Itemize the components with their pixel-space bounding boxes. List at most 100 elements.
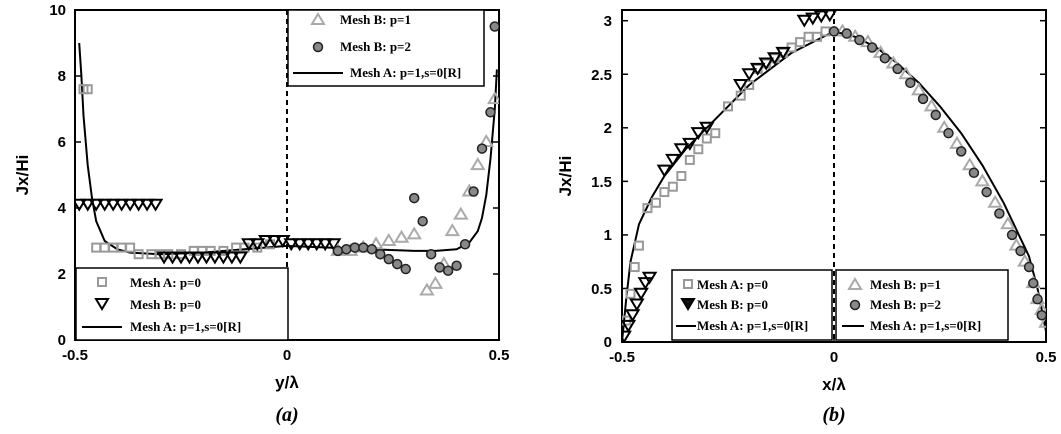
data-point-circle [358,242,369,253]
data-point-triangle-down [317,238,333,252]
data-point-triangle-down [641,271,658,285]
data-point-triangle-up [949,135,965,149]
legend-label: Mesh A: p=1,s=0[R] [870,318,981,333]
data-point-square [684,154,695,165]
series-markers-b [622,10,1046,342]
data-point-square [812,31,823,42]
data-point-circle [476,143,488,154]
data-point-triangle-up [911,82,927,96]
data-point-triangle-up [427,275,444,289]
data-point-circle [955,146,967,157]
data-point-triangle-down [232,251,249,265]
data-point-square [633,240,644,251]
data-point-circle [400,263,411,275]
data-point-triangle-down [198,251,215,265]
legend-marker-circle [849,299,861,311]
data-point-square [629,262,640,273]
data-point-circle [994,208,1005,219]
data-point-triangle-down [258,235,274,248]
data-point-triangle-down [283,238,300,252]
data-point-triangle-down [147,198,164,212]
caption-b: (b) [822,404,845,426]
data-point-triangle-down [633,287,649,301]
data-point-triangle-down [190,251,206,265]
data-point-triangle-down [796,14,813,28]
y-tick-a-5: 10 [49,2,66,19]
x-axis-label-a: y/λ [275,373,299,392]
data-point-triangle-down [249,238,266,252]
legend-marker-triangle-down [680,298,696,311]
data-point-square [667,181,678,192]
data-point-square [82,84,93,95]
data-point-circle [943,127,954,139]
data-point-triangle-down [624,309,641,323]
data-point-triangle-down [139,198,155,212]
data-point-circle [341,244,352,255]
y-tick-a-0: 0 [58,332,66,349]
legend-marker-triangle-up [847,277,863,290]
x-tick-b-2: 0.5 [1036,349,1057,366]
data-point-circle [854,34,865,46]
chart-a: 0 2 4 6 8 10 -0.5 0 0.5 y/λ Jx/Hi (a) Me… [13,2,509,426]
data-point-triangle-down [656,164,673,178]
data-point-circle [981,186,992,198]
data-point-circle [442,265,454,276]
y-tick-b-3: 1.5 [591,174,612,191]
y-axis-label-b: Jx/Hi [556,156,575,197]
y-tick-b-2: 1 [604,227,612,244]
legend-label: Mesh B: p=0 [130,297,201,312]
data-point-circle [905,77,916,89]
legend-label: Mesh B: p=1 [870,277,941,292]
data-point-square [723,101,733,112]
y-tick-b-0: 0 [604,334,612,351]
data-point-triangle-down [805,12,821,26]
legend-marker-circle [312,41,324,53]
data-point-triangle-down [130,198,147,212]
data-point-circle [841,28,852,39]
data-point-circle [459,239,471,250]
data-point-triangle-down [88,198,104,212]
y-tick-a-4: 8 [58,68,66,85]
data-point-triangle-down [732,78,749,92]
data-point-circle [489,21,499,32]
y-tick-a-3: 6 [58,134,66,151]
data-point-square [163,249,174,260]
legend-marker-triangle-up [310,12,326,25]
data-point-triangle-down [241,238,257,252]
x-axis-label-b: x/λ [822,375,846,394]
data-point-triangle-down [690,127,707,141]
data-point-circle [879,52,891,64]
legend-a-top: Mesh B: p=1 Mesh B: p=2 Mesh A: p=1,s=0[… [287,9,485,87]
data-point-circle [468,186,479,197]
data-point-circle [1023,261,1035,273]
data-point-triangle-down [758,57,774,71]
data-point-triangle-up [1000,216,1016,230]
data-point-circle [828,26,840,37]
x-tick-b-0: -0.5 [609,349,635,366]
data-point-circle [332,245,344,257]
data-point-triangle-down [637,277,654,291]
data-point-circle [485,107,496,118]
data-point-triangle-down [775,46,791,60]
data-point-circle [968,167,980,179]
data-point-circle [383,253,395,265]
data-point-triangle-down [105,198,121,212]
data-point-triangle-up [974,173,991,187]
legend-marker-triangle-down [94,298,110,311]
data-point-triangle-up [406,226,422,240]
series-line-a [78,42,498,256]
y-tick-b-6: 3 [604,13,612,30]
data-point-circle [917,93,929,105]
series-line [78,42,498,256]
data-point-circle [1028,277,1039,289]
data-point-triangle-up [444,223,461,237]
caption-a: (a) [275,404,298,426]
data-point-triangle-down [164,251,181,265]
legend-marker-square [683,279,693,289]
data-point-triangle-down [741,68,757,82]
data-point-triangle-up [923,98,940,112]
chart-b: 0 0.5 1 1.5 2 2.5 3 -0.5 0 0.5 x/λ Jx/Hi… [556,9,1057,426]
data-point-triangle-down [96,198,113,212]
data-point-square [252,242,263,253]
